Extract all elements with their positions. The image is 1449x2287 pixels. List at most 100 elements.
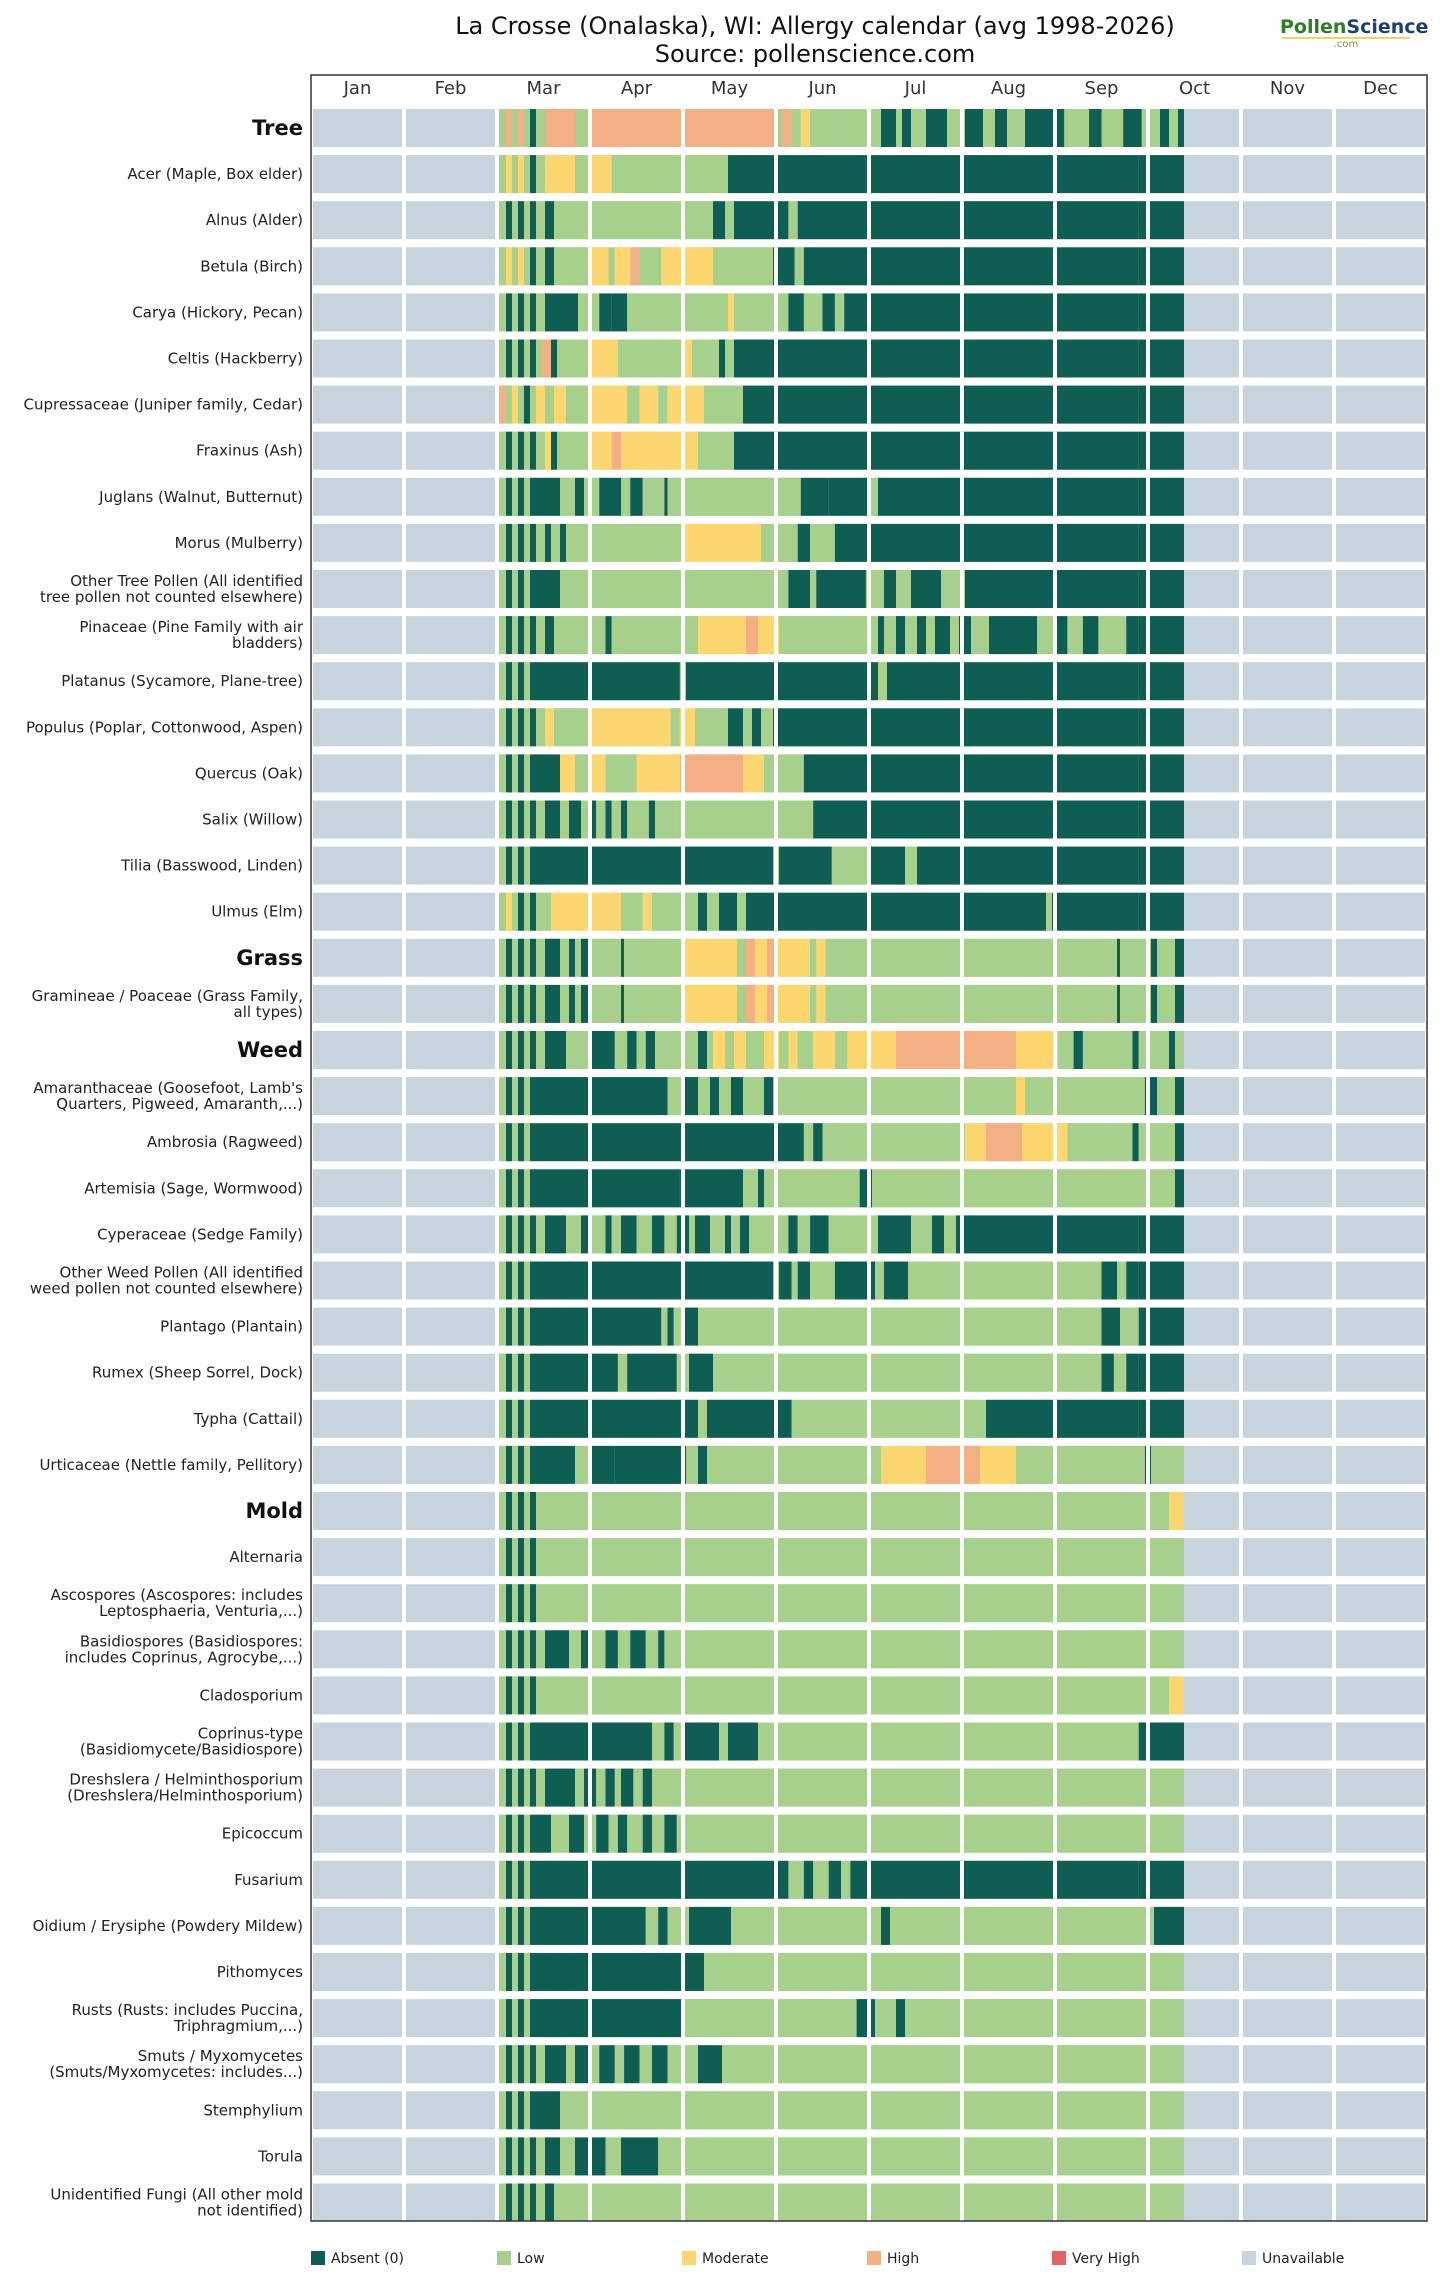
level-cell [518, 800, 524, 839]
level-cell [530, 1353, 536, 1392]
unavailable-cell [1243, 155, 1332, 194]
level-cell [536, 523, 545, 562]
level-cell [524, 662, 530, 701]
month-divider [1239, 155, 1243, 194]
month-divider [402, 1215, 406, 1254]
level-cell [575, 477, 584, 516]
level-cell [800, 477, 829, 516]
row-label: Basidiospores (Basidiospores: [80, 1632, 303, 1650]
month-divider [960, 1860, 964, 1899]
level-cell [524, 385, 530, 424]
taxon-row: Basidiospores (Basidiospores:includes Co… [65, 1630, 1425, 1669]
level-cell [518, 431, 524, 470]
level-cell [627, 1814, 643, 1853]
month-divider [867, 1215, 871, 1254]
unavailable-cell [1243, 2137, 1332, 2176]
level-cell [506, 708, 512, 747]
level-cell [512, 1169, 518, 1208]
unavailable-cell [406, 1445, 495, 1484]
level-cell [536, 1860, 773, 1899]
month-divider [1053, 339, 1057, 378]
level-cell [667, 155, 728, 194]
level-cell [536, 1445, 575, 1484]
level-cell [575, 523, 683, 562]
level-cell [524, 2091, 530, 2130]
level-cell [731, 1215, 740, 1254]
level-cell [664, 1814, 677, 1853]
level-cell [506, 339, 512, 378]
month-divider [960, 2045, 964, 2084]
level-cell [518, 662, 524, 701]
row-label: Platanus (Sycamore, Plane-tree) [61, 672, 303, 690]
month-divider [588, 1538, 592, 1577]
level-cell [605, 800, 612, 839]
level-cell [611, 155, 637, 194]
month-divider [774, 1538, 778, 1577]
level-cell [518, 892, 524, 931]
group-label: Weed [237, 1038, 303, 1062]
level-cell [819, 1261, 835, 1300]
month-divider [495, 385, 499, 424]
level-cell [497, 2045, 506, 2084]
month-divider [867, 2091, 871, 2130]
level-cell [524, 1722, 530, 1761]
level-cell [554, 155, 575, 194]
level-cell [1138, 293, 1184, 332]
level-cell [581, 938, 590, 977]
month-divider [495, 247, 499, 286]
level-cell [761, 708, 773, 747]
unavailable-cell [1243, 523, 1332, 562]
level-cell [524, 708, 530, 747]
taxon-row: Carya (Hickory, Pecan) [132, 293, 1425, 332]
unavailable-cell [1243, 1860, 1332, 1899]
month-divider [867, 1768, 871, 1807]
month-divider [1239, 1399, 1243, 1438]
level-cell [707, 1399, 773, 1438]
level-cell [524, 1077, 530, 1116]
level-cell [627, 1031, 637, 1069]
level-cell [554, 247, 560, 286]
month-divider [681, 1584, 685, 1623]
month-divider [402, 1307, 406, 1346]
month-divider [495, 1676, 499, 1715]
month-divider [1053, 938, 1057, 977]
level-cell [530, 1676, 536, 1715]
month-divider [867, 1722, 871, 1761]
level-cell [731, 616, 746, 655]
month-divider [1239, 1584, 1243, 1623]
month-divider [588, 846, 592, 885]
month-divider [960, 477, 964, 516]
taxon-row: Coprinus-type(Basidiomycete/Basidiospore… [80, 1722, 1425, 1761]
month-divider [1146, 570, 1150, 608]
group-row: Mold [245, 1492, 1425, 1530]
level-cell [530, 1261, 536, 1300]
level-cell [569, 800, 581, 839]
unavailable-cell [313, 1215, 402, 1254]
month-divider [1146, 1492, 1150, 1530]
level-cell [506, 1215, 512, 1254]
level-cell [1138, 339, 1184, 378]
month-divider [495, 616, 499, 655]
month-divider [495, 1584, 499, 1623]
taxon-row: Platanus (Sycamore, Plane-tree) [61, 662, 1425, 701]
level-cell [683, 1307, 698, 1346]
level-cell [813, 1031, 835, 1069]
level-cell [725, 1215, 731, 1254]
group-label: Tree [252, 116, 303, 140]
level-cell [1126, 1353, 1139, 1392]
level-cell [524, 523, 530, 562]
level-cell [869, 477, 878, 516]
level-cell [1151, 984, 1157, 1023]
level-cell [1138, 754, 1184, 793]
month-divider [1239, 477, 1243, 516]
level-cell [713, 1353, 1139, 1392]
month-divider [1146, 754, 1150, 793]
level-cell [530, 2045, 536, 2084]
row-label: (Dreshslera/Helminthosporium) [67, 1787, 303, 1805]
unavailable-cell [313, 938, 402, 977]
unavailable-cell [1336, 1445, 1425, 1484]
month-divider [1146, 1077, 1150, 1116]
level-cell [506, 1630, 512, 1669]
month-divider [1239, 570, 1243, 608]
